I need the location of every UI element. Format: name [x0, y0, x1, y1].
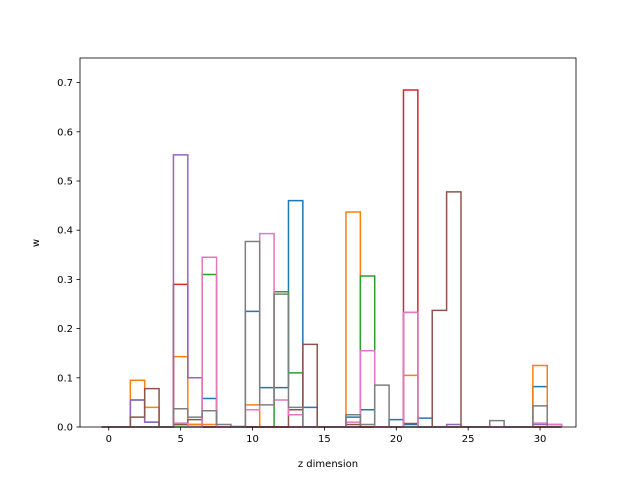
x-axis: 0 5 10 15 20 25 30 — [106, 427, 547, 445]
x-tick-label: 20 — [390, 434, 403, 445]
x-tick-label: 5 — [177, 434, 183, 445]
axes-background — [80, 58, 576, 427]
y-tick-label: 0.6 — [57, 127, 73, 138]
x-axis-label: z dimension — [298, 459, 358, 470]
y-tick-label: 0.1 — [57, 373, 73, 384]
x-tick-label: 25 — [462, 434, 475, 445]
y-tick-label: 0.4 — [57, 226, 73, 237]
x-tick-label: 15 — [318, 434, 331, 445]
y-axis-label: w — [31, 239, 42, 247]
axes-frame — [79, 57, 577, 428]
y-axis: 0.0 0.1 0.2 0.3 0.4 0.5 0.6 0.7 — [57, 78, 80, 434]
x-tick-label: 10 — [246, 434, 259, 445]
x-tick-label: 0 — [106, 434, 112, 445]
x-tick-label: 30 — [534, 434, 547, 445]
y-tick-label: 0.7 — [57, 78, 73, 89]
y-tick-label: 0.0 — [57, 423, 73, 434]
y-tick-label: 0.3 — [57, 275, 73, 286]
y-tick-label: 0.5 — [57, 177, 73, 188]
plot-area — [79, 57, 577, 428]
y-tick-label: 0.2 — [57, 324, 73, 335]
